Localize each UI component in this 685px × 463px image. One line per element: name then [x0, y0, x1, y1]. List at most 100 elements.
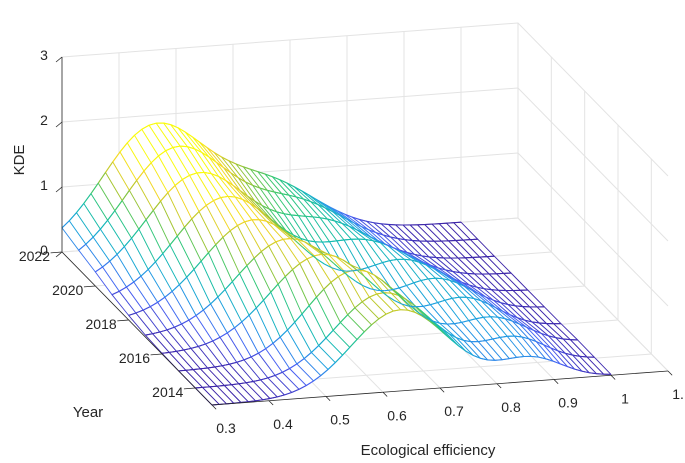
series-line-2020	[116, 246, 125, 255]
series-line-2013	[277, 394, 285, 398]
series-line-2022	[381, 223, 389, 226]
x-tick-label: 0.4	[273, 416, 293, 432]
series-line-2017	[253, 251, 262, 259]
x-tick-mark	[325, 396, 331, 402]
series-line-2022	[315, 198, 324, 204]
series-line-2016	[234, 321, 243, 329]
series-line-2018	[135, 309, 144, 314]
series-line-2014	[354, 301, 363, 309]
series-line-2013	[531, 355, 539, 358]
series-line-2016	[510, 314, 518, 319]
series-line-2017	[471, 289, 480, 295]
series-line-2020	[160, 192, 169, 202]
series-line-2018	[367, 264, 376, 268]
series-line-2019	[293, 234, 301, 239]
series-line-2015	[258, 348, 267, 354]
series-line-2016	[393, 299, 402, 305]
series-line-2021	[208, 156, 217, 163]
series-line-2015	[483, 316, 491, 318]
series-line-2020	[174, 179, 183, 186]
series-line-2022	[286, 182, 295, 188]
series-line-2019	[235, 196, 243, 200]
series-line-2014	[550, 347, 559, 352]
series-line-2017	[333, 263, 342, 271]
series-line-2017	[370, 288, 378, 291]
series-line-2016	[452, 296, 460, 299]
series-line-2019	[147, 261, 156, 270]
series-line-2015	[243, 356, 252, 361]
series-line-2015	[330, 276, 339, 283]
series-line-2019	[285, 230, 294, 236]
series-line-2013	[574, 368, 583, 372]
series-line-2022	[293, 186, 302, 192]
series-line-2014	[434, 322, 443, 330]
series-line-2014	[419, 309, 428, 317]
series-line-2017	[493, 299, 501, 304]
series-line-2022	[177, 127, 186, 133]
series-line-2018	[309, 253, 318, 260]
series-line-2014	[441, 328, 450, 335]
series-line-2021	[136, 170, 145, 181]
series-line-2019	[409, 255, 417, 260]
x-tick-label: 0.7	[444, 403, 464, 419]
series-line-2020	[378, 240, 386, 245]
series-line-2022	[250, 168, 259, 173]
series-line-2018	[150, 301, 158, 308]
series-line-2017	[203, 303, 211, 311]
series-line-2021	[107, 210, 116, 221]
series-line-2020	[399, 249, 408, 254]
series-line-2013	[385, 310, 394, 315]
series-line-2013	[502, 358, 510, 361]
series-line-2018	[128, 312, 137, 316]
series-line-2013	[589, 372, 597, 375]
series-line-2013	[393, 309, 401, 312]
series-line-2016	[502, 310, 511, 316]
series-line-2022	[359, 218, 367, 222]
series-line-2014	[274, 371, 283, 376]
series-line-2013	[291, 388, 300, 393]
series-line-2018	[476, 286, 485, 290]
series-line-2013	[363, 324, 372, 333]
series-line-2021	[216, 161, 225, 169]
series-line-2016	[161, 351, 170, 354]
series-line-2017	[275, 238, 284, 243]
series-line-2018	[440, 271, 449, 277]
series-line-2017	[384, 289, 393, 292]
series-line-2018	[404, 258, 412, 261]
series-line-2017	[195, 309, 204, 316]
series-line-2013	[371, 318, 380, 326]
series-line-2016	[386, 295, 395, 301]
series-line-2017	[210, 296, 219, 305]
series-line-2020	[291, 214, 299, 217]
series-line-2019	[271, 219, 280, 226]
series-line-2015	[287, 321, 296, 331]
series-line-2022	[330, 206, 338, 212]
series-line-2022	[264, 173, 273, 178]
x-tick-mark	[553, 379, 559, 385]
series-line-2015	[395, 292, 404, 301]
x-tick-label: 0.5	[330, 412, 350, 428]
series-line-2019	[213, 197, 222, 202]
series-line-2022	[192, 136, 201, 143]
series-line-2015	[229, 361, 237, 365]
series-line-2021	[288, 194, 297, 198]
series-line-2015	[250, 352, 259, 358]
series-line-2014	[499, 335, 508, 338]
series-line-2018	[462, 282, 470, 286]
series-line-2014	[246, 380, 254, 384]
series-line-2019	[184, 218, 193, 228]
series-line-2013	[255, 399, 263, 402]
series-line-2016	[255, 299, 264, 309]
series-line-2021	[375, 232, 384, 236]
series-line-2021	[259, 187, 268, 191]
series-line-2013	[284, 391, 292, 396]
series-line-2021	[405, 239, 413, 242]
series-line-2019	[401, 251, 410, 257]
series-line-2018	[208, 244, 217, 254]
series-line-2014	[325, 329, 334, 339]
series-line-2017	[188, 315, 197, 321]
series-line-2014	[557, 350, 566, 354]
series-line-2013	[581, 370, 590, 374]
series-line-2017	[268, 241, 277, 247]
series-line-2014	[391, 292, 399, 296]
